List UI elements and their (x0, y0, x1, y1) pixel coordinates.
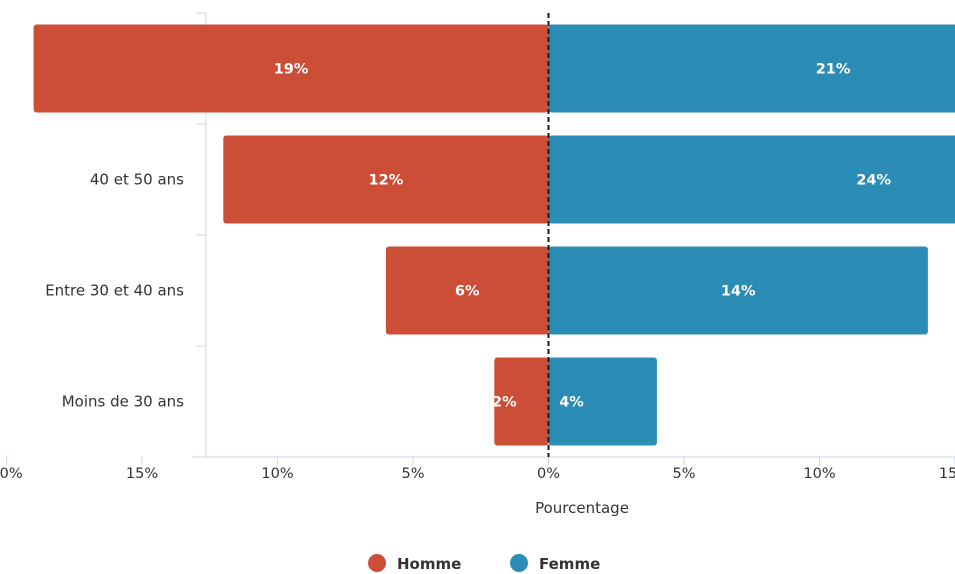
legend-marker (368, 554, 386, 572)
bar-femme[interactable] (548, 246, 928, 335)
bar-homme[interactable] (494, 357, 549, 446)
bar-femme[interactable] (548, 357, 657, 446)
legend[interactable]: Homme Femme (368, 554, 600, 573)
x-tick-label: 20% (0, 466, 23, 482)
x-tick-label: 5% (672, 466, 695, 482)
x-tick-label: 0% (537, 466, 560, 482)
data-label: 2% (492, 395, 517, 411)
data-label: 6% (455, 284, 480, 300)
bar-homme[interactable] (33, 24, 549, 113)
legend-label: Homme (397, 555, 461, 573)
legend-item-homme[interactable]: Homme (368, 554, 461, 573)
x-tick-label: 5% (401, 466, 424, 482)
data-label: 24% (856, 173, 891, 189)
x-tick-label: 10% (803, 466, 835, 482)
x-tick-label: 10% (261, 466, 293, 482)
legend-label: Femme (539, 555, 600, 573)
data-label: 14% (721, 284, 756, 300)
bar-homme[interactable] (223, 135, 549, 224)
bar-femme[interactable] (548, 135, 955, 224)
x-tick-label: 15% (939, 466, 955, 482)
x-axis-title: Pourcentage (535, 499, 629, 517)
bar-labels: 19% 12% 6% 2% 21% 24% 14% 4% (274, 62, 892, 411)
x-axis: 25%20%15%10%5%0%5%10%15%20%25%3... (0, 456, 955, 482)
legend-marker (510, 554, 528, 572)
category-label: Entre 30 et 40 ans (45, 282, 184, 300)
category-label: 40 et 50 ans (90, 171, 184, 189)
category-label: Moins de 30 ans (62, 393, 184, 411)
bars (33, 24, 955, 446)
bar-homme[interactable] (385, 246, 549, 335)
data-label: 4% (559, 395, 584, 411)
data-label: 21% (816, 62, 851, 78)
legend-item-femme[interactable]: Femme (510, 554, 600, 573)
x-tick-label: 15% (126, 466, 158, 482)
data-label: 19% (274, 62, 309, 78)
bar-femme[interactable] (548, 24, 955, 113)
data-label: 12% (369, 173, 404, 189)
